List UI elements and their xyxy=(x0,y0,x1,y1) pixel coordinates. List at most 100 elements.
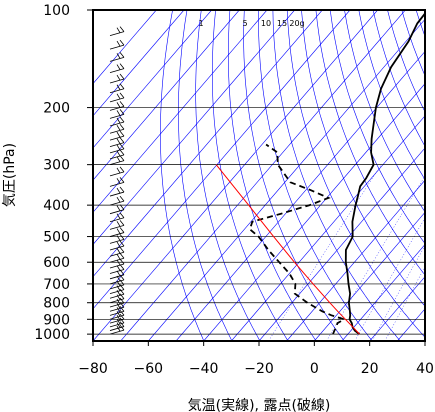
wind-barb-flag xyxy=(116,53,121,59)
wind-barb xyxy=(109,204,125,215)
dry-adiabat-line xyxy=(160,10,205,341)
wind-barb xyxy=(109,177,125,187)
wind-barb-flag xyxy=(116,64,121,70)
wind-barb xyxy=(109,149,125,160)
wind-barb-flag xyxy=(116,93,121,100)
wind-barb-flag xyxy=(119,92,125,99)
wind-barb-staff xyxy=(109,322,125,328)
x-tick-label: 40 xyxy=(416,361,434,377)
wind-barb xyxy=(109,284,125,295)
parcel-line xyxy=(215,164,360,335)
plot-frame xyxy=(92,9,426,342)
wind-barb-flag xyxy=(116,117,121,124)
wind-barb-staff xyxy=(109,284,125,290)
wind-barb xyxy=(109,63,125,73)
wind-barb-flag xyxy=(119,246,125,253)
wind-barb xyxy=(109,137,125,148)
wind-barb xyxy=(109,317,125,328)
wind-barb-staff xyxy=(109,269,125,274)
isotherm-line xyxy=(231,115,425,341)
wind-barb-staff xyxy=(109,306,125,312)
dry-adiabat-line xyxy=(272,10,401,341)
wind-barb-flag xyxy=(116,110,121,116)
wind-barb-flag xyxy=(119,324,125,331)
wind-barb-flag xyxy=(119,73,125,80)
isotherm-line xyxy=(397,308,425,341)
wind-barb xyxy=(109,293,125,304)
wind-barb-staff xyxy=(109,257,125,263)
dry-adiabat-line xyxy=(387,10,425,113)
wind-barb xyxy=(109,212,125,223)
isotherm-line xyxy=(314,211,425,341)
wind-barb-staff xyxy=(109,209,125,215)
wind-barb-flag xyxy=(119,302,125,308)
wind-barb-flag xyxy=(119,26,125,32)
wind-barb-flag xyxy=(116,248,121,254)
wind-barb-flag xyxy=(119,52,125,58)
wind-barb xyxy=(109,220,125,230)
wind-barb-staff xyxy=(109,148,125,154)
x-tick-label: −40 xyxy=(189,361,219,377)
wind-barb-flag xyxy=(116,325,121,332)
wind-barb-flag xyxy=(116,322,121,328)
wind-barb-flag xyxy=(119,101,125,107)
y-tick-label: 500 xyxy=(43,230,70,246)
wind-barb xyxy=(109,195,125,206)
y-axis-label: 気圧(hPa) xyxy=(2,143,18,207)
y-tick-label: 800 xyxy=(43,296,70,312)
wind-barb-flag xyxy=(119,39,125,46)
wind-barb xyxy=(109,186,125,197)
mixing-ratio-label: 5 xyxy=(242,19,247,28)
mixing-ratio-labels: 1 5 10 15 20g xyxy=(198,19,304,28)
isotherm-line xyxy=(93,10,185,117)
wind-barb-flag xyxy=(119,227,125,233)
wind-barb-flag xyxy=(116,318,121,325)
wind-barb-flag xyxy=(116,228,121,234)
dry-adiabat-line xyxy=(430,10,435,341)
wind-barb-flag xyxy=(119,234,125,240)
wind-barb xyxy=(109,321,125,331)
wind-barb-flag xyxy=(116,178,121,184)
wind-barb-flag xyxy=(119,116,125,123)
isotherm-line xyxy=(93,10,295,245)
pressure-gridlines xyxy=(87,9,425,335)
y-tick-label: 100 xyxy=(43,3,70,19)
wind-barb xyxy=(109,310,125,320)
wind-barb-flag xyxy=(116,40,121,47)
dry-adiabat-line xyxy=(195,10,261,341)
mixing-ratio-line xyxy=(268,164,382,341)
isotherm-line xyxy=(93,10,157,85)
wind-barb-flag xyxy=(119,252,125,259)
wind-barb-staff xyxy=(109,293,125,299)
x-tick-label: 0 xyxy=(310,361,319,377)
isotherm-line xyxy=(175,51,425,341)
y-tick-label: 900 xyxy=(43,312,70,328)
isotherm-line xyxy=(93,10,378,341)
wind-barb-staff xyxy=(109,68,125,73)
wind-barb-staff xyxy=(109,44,125,50)
dry-adiabat-line xyxy=(315,10,425,276)
wind-barb-staff xyxy=(109,239,125,244)
wind-barb-staff xyxy=(109,279,125,285)
wind-barb-staff xyxy=(109,224,125,230)
wind-barb xyxy=(109,297,125,308)
wind-barb xyxy=(109,324,125,335)
wind-barb-flag xyxy=(116,241,121,248)
isotherm-line xyxy=(203,83,425,341)
wind-barb-flag xyxy=(116,294,121,300)
wind-barb-flag xyxy=(119,137,125,143)
wind-barb-flag xyxy=(119,220,125,226)
wind-barb-staff xyxy=(109,171,125,177)
wind-barb xyxy=(109,246,125,257)
wind-barb-staff xyxy=(109,274,125,280)
wind-barb-staff xyxy=(109,263,125,269)
wind-barb-flag xyxy=(119,186,125,193)
wind-barb-flag xyxy=(119,195,125,202)
wind-barb-staff xyxy=(109,310,125,316)
wind-barb xyxy=(109,123,125,134)
dry-adiabat-line xyxy=(329,10,425,245)
wind-barb xyxy=(109,143,125,154)
wind-barb xyxy=(109,26,125,37)
y-tick-label: 600 xyxy=(43,255,70,271)
x-tick-label: −60 xyxy=(134,361,164,377)
